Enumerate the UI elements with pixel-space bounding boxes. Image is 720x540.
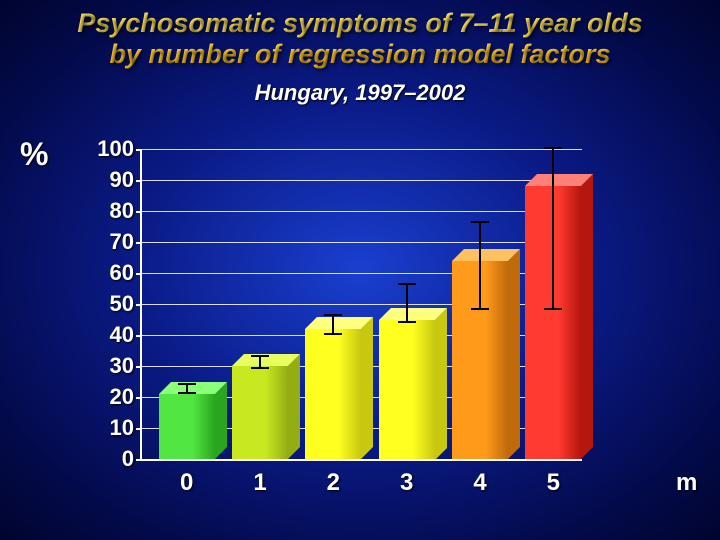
- x-tick-label: 5: [547, 469, 560, 497]
- y-tick-label: 70: [74, 229, 134, 255]
- error-cap-lower: [398, 321, 416, 323]
- bar-top-face: [452, 249, 520, 261]
- y-tick-label: 100: [74, 136, 134, 162]
- bar-side-face: [508, 249, 520, 459]
- x-tick-label: 3: [400, 469, 413, 497]
- bar-side-face: [361, 317, 373, 459]
- error-cap-upper: [471, 221, 489, 223]
- title-line-1: Psychosomatic symptoms of 7–11 year olds: [77, 8, 642, 38]
- y-tick-label: 50: [74, 291, 134, 317]
- error-cap-lower: [251, 367, 269, 369]
- bar-side-face: [435, 308, 447, 460]
- y-tick-label: 30: [74, 353, 134, 379]
- y-tick-label: 90: [74, 167, 134, 193]
- bar-front: [232, 366, 288, 459]
- x-extra-label: m: [676, 469, 697, 497]
- error-cap-lower: [178, 392, 196, 394]
- bar-side-face: [288, 354, 300, 459]
- error-bar: [552, 149, 554, 310]
- error-cap-upper: [178, 383, 196, 385]
- error-cap-upper: [398, 283, 416, 285]
- x-tick-label: 0: [180, 469, 193, 497]
- bar-side-face: [215, 382, 227, 459]
- slide-subtitle: Hungary, 1997–2002: [0, 80, 720, 106]
- bar-front: [379, 320, 435, 460]
- bar-chart: 0102030405060708090100 012345: [140, 149, 580, 459]
- x-tick-label: 1: [253, 469, 266, 497]
- error-cap-upper: [324, 314, 342, 316]
- y-tick-mark: [136, 459, 142, 461]
- title-line-2: by number of regression model factors: [109, 39, 610, 69]
- error-bar: [479, 223, 481, 310]
- bar: [525, 149, 581, 459]
- error-cap-upper: [544, 147, 562, 149]
- error-bar: [406, 285, 408, 322]
- bar: [379, 149, 435, 459]
- y-axis-unit: %: [20, 136, 48, 173]
- bars-container: [140, 149, 580, 459]
- y-tick-label: 0: [74, 446, 134, 472]
- bar-side-face: [581, 174, 593, 459]
- bar: [452, 149, 508, 459]
- slide-title: Psychosomatic symptoms of 7–11 year olds…: [0, 8, 720, 70]
- y-tick-label: 60: [74, 260, 134, 286]
- bar-front: [305, 329, 361, 459]
- y-tick-label: 10: [74, 415, 134, 441]
- bar: [159, 149, 215, 459]
- y-tick-label: 20: [74, 384, 134, 410]
- error-cap-lower: [324, 333, 342, 335]
- y-tick-label: 80: [74, 198, 134, 224]
- bar-front: [159, 394, 215, 459]
- bar-top-face: [379, 308, 447, 320]
- slide: Psychosomatic symptoms of 7–11 year olds…: [0, 0, 720, 540]
- y-tick-label: 40: [74, 322, 134, 348]
- error-cap-lower: [544, 308, 562, 310]
- error-cap-lower: [471, 308, 489, 310]
- error-cap-upper: [251, 355, 269, 357]
- x-tick-label: 2: [327, 469, 340, 497]
- x-tick-label: 4: [473, 469, 486, 497]
- bar: [305, 149, 361, 459]
- bar: [232, 149, 288, 459]
